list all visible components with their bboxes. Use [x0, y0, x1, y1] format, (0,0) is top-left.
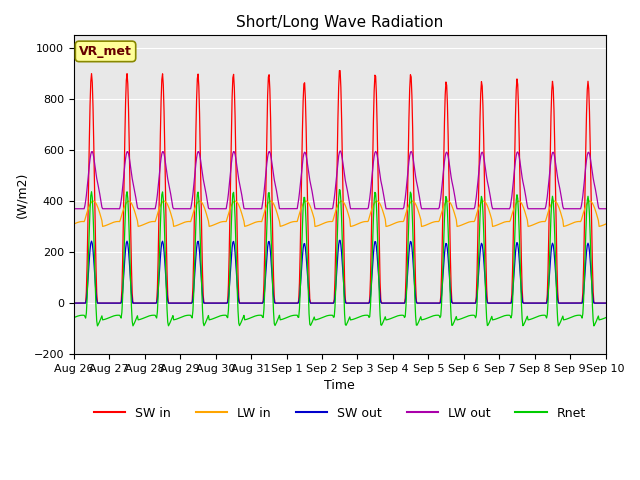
SW out	[602, 300, 609, 306]
SW out	[405, 250, 413, 256]
Rnet	[602, 315, 609, 321]
LW out	[134, 206, 142, 212]
SW out	[420, 300, 428, 306]
LW out	[420, 206, 428, 212]
X-axis label: Time: Time	[324, 379, 355, 392]
SW in	[602, 300, 609, 306]
SW in	[405, 115, 413, 121]
Rnet	[335, 187, 343, 192]
SW out	[216, 300, 224, 306]
LW in	[406, 201, 413, 206]
Text: VR_met: VR_met	[79, 45, 132, 58]
Line: LW out: LW out	[74, 151, 605, 209]
SW out	[70, 300, 77, 306]
Rnet	[93, 323, 101, 329]
LW out	[79, 206, 87, 212]
LW in	[70, 221, 77, 227]
Line: SW out: SW out	[74, 240, 605, 303]
Rnet	[135, 317, 143, 323]
Line: SW in: SW in	[74, 71, 605, 303]
LW out	[188, 197, 196, 203]
SW out	[79, 300, 87, 306]
LW in	[421, 223, 429, 228]
LW in	[134, 224, 142, 229]
Line: LW in: LW in	[74, 201, 605, 227]
LW out	[405, 158, 413, 164]
LW out	[336, 148, 344, 154]
Rnet	[217, 313, 225, 319]
Rnet	[70, 315, 77, 321]
LW in	[216, 219, 224, 225]
LW in	[602, 221, 609, 227]
SW out	[188, 300, 196, 306]
Rnet	[421, 316, 429, 322]
LW out	[216, 206, 224, 212]
LW in	[311, 224, 319, 229]
SW in	[79, 300, 87, 306]
LW out	[70, 206, 77, 212]
SW in	[188, 299, 196, 305]
SW in	[134, 300, 142, 306]
LW in	[79, 218, 87, 224]
LW in	[267, 198, 275, 204]
Rnet	[79, 312, 87, 318]
Rnet	[406, 197, 413, 203]
SW in	[216, 300, 224, 306]
Line: Rnet: Rnet	[74, 190, 605, 326]
SW in	[70, 300, 77, 306]
SW in	[420, 300, 428, 306]
Title: Short/Long Wave Radiation: Short/Long Wave Radiation	[236, 15, 444, 30]
LW in	[188, 214, 196, 219]
SW out	[335, 238, 343, 243]
LW out	[602, 206, 609, 212]
SW out	[134, 300, 142, 306]
SW in	[335, 68, 343, 73]
Legend: SW in, LW in, SW out, LW out, Rnet: SW in, LW in, SW out, LW out, Rnet	[88, 402, 591, 425]
Rnet	[189, 308, 196, 314]
Y-axis label: (W/m2): (W/m2)	[15, 171, 28, 218]
